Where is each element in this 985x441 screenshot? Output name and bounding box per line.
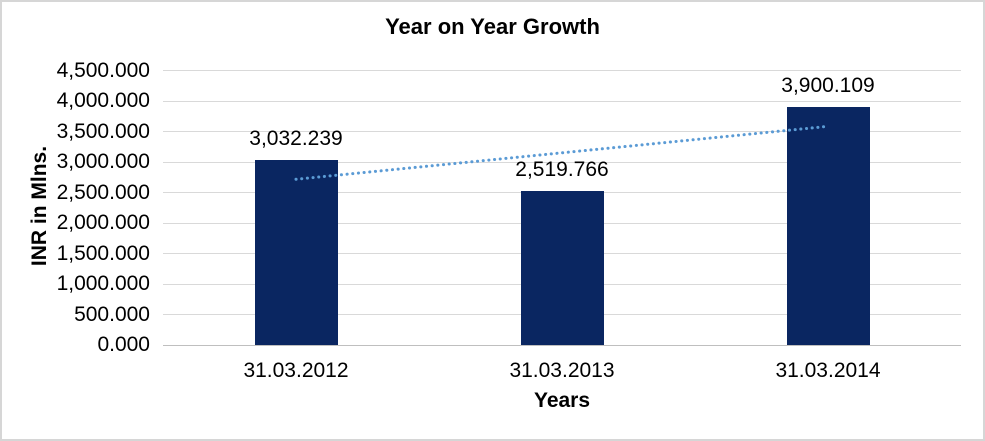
y-axis-tick-label: 0.000 bbox=[97, 333, 150, 356]
y-axis-tick-label: 500.000 bbox=[74, 302, 150, 326]
y-axis-tick-label: 2,000.000 bbox=[56, 211, 150, 234]
y-axis-tick-label: 3,000.000 bbox=[56, 150, 150, 173]
gridline bbox=[163, 100, 961, 102]
chart-title: Year on Year Growth bbox=[385, 14, 600, 39]
bar bbox=[786, 107, 870, 345]
x-axis-tick-label: 31.03.2013 bbox=[509, 359, 615, 382]
x-axis-line bbox=[163, 344, 961, 346]
x-axis-title: Years bbox=[533, 389, 591, 412]
bar bbox=[520, 191, 604, 345]
x-axis-tick-label: 31.03.2014 bbox=[775, 359, 881, 382]
bar-value-label: 2,519.766 bbox=[515, 158, 609, 182]
y-axis-tick-label: 1,500.000 bbox=[56, 241, 150, 265]
y-axis-tick-label: 1,000.000 bbox=[56, 272, 150, 295]
y-axis-tick-label: 2,500.000 bbox=[56, 180, 150, 204]
y-axis-tick-label: 4,500.000 bbox=[56, 58, 150, 82]
y-axis-tick-label: 3,500.000 bbox=[56, 119, 150, 143]
x-axis-tick-label: 31.03.2012 bbox=[243, 359, 349, 382]
bar bbox=[254, 160, 338, 345]
bar-value-label: 3,032.239 bbox=[249, 127, 343, 151]
bar-value-label: 3,900.109 bbox=[781, 74, 875, 98]
y-axis-tick-label: 4,000.000 bbox=[56, 89, 150, 112]
gridline bbox=[163, 70, 961, 71]
